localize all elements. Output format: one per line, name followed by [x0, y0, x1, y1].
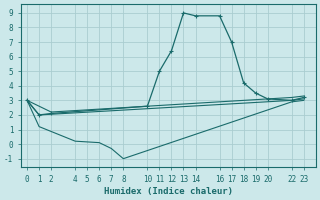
X-axis label: Humidex (Indice chaleur): Humidex (Indice chaleur): [104, 187, 233, 196]
